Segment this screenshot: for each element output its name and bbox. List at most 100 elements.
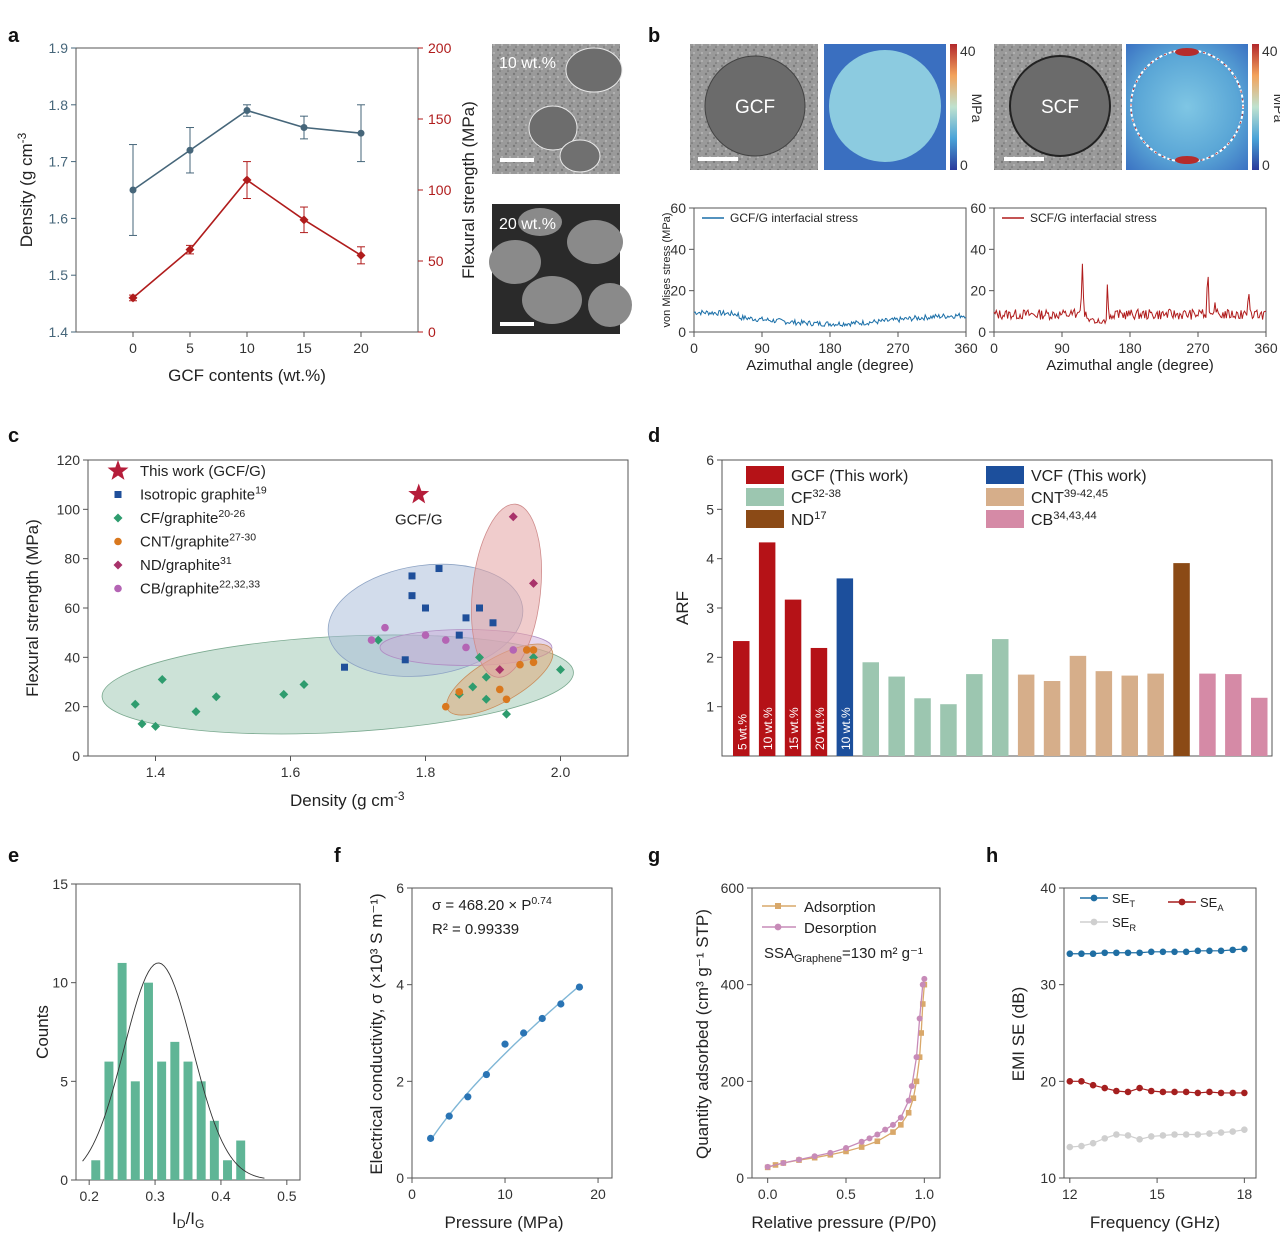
legend-marker-c bbox=[114, 584, 122, 593]
y-tick-label-e: 5 bbox=[60, 1073, 68, 1089]
micrograph-label-scf: SCF bbox=[1041, 97, 1079, 118]
x-tick-label-f: 10 bbox=[497, 1186, 513, 1202]
legend-marker-g bbox=[774, 923, 782, 931]
emi-point-T bbox=[1241, 945, 1248, 953]
emi-point-T bbox=[1066, 950, 1074, 958]
legend-swatch-d bbox=[986, 488, 1024, 506]
legend-swatch-d bbox=[986, 510, 1024, 528]
scatter-point-isotropic-graphite bbox=[489, 619, 497, 627]
scatter-point-isotropic-graphite bbox=[341, 663, 348, 671]
scale-bar bbox=[500, 322, 534, 326]
x-axis-label-b: Azimuthal angle (degree) bbox=[1046, 357, 1214, 374]
bar-label-d: 5 wt.% bbox=[735, 714, 749, 750]
legend-label-b: GCF/G interfacial stress bbox=[730, 211, 858, 225]
x-axis-label-e: ID/IG bbox=[172, 1209, 204, 1231]
fit-equation-f: σ = 468.20 × P0.74 bbox=[432, 895, 552, 914]
emi-point-R bbox=[1136, 1136, 1143, 1143]
micrograph-a-bottom: 20 wt.% bbox=[489, 204, 632, 334]
isotherm-point-desorption bbox=[905, 1097, 912, 1104]
y-tick-label-h: 30 bbox=[1040, 977, 1056, 993]
y-axis-label-e: Counts bbox=[33, 1005, 52, 1059]
y-tick-label-e: 0 bbox=[60, 1172, 68, 1188]
x-tick-label-g: 1.0 bbox=[915, 1186, 935, 1202]
legend-marker-c bbox=[107, 460, 129, 480]
histogram-bar bbox=[236, 1140, 246, 1180]
legend-label-d: CB34,43,44 bbox=[1031, 510, 1097, 529]
isotherm-point-adsorption bbox=[858, 1144, 865, 1150]
scatter-point-cnt-graphite bbox=[502, 695, 511, 704]
colorbar-gcf: 40 0 MPa bbox=[950, 43, 985, 173]
isotherm-point-desorption bbox=[827, 1149, 834, 1156]
scatter-point-cf-graphite bbox=[468, 682, 478, 692]
scatter-point-cb-graphite bbox=[367, 636, 376, 644]
histogram-bar bbox=[196, 1081, 206, 1180]
emi-point-R bbox=[1078, 1142, 1085, 1150]
bar-cf bbox=[992, 639, 1009, 756]
data-point-density bbox=[129, 186, 137, 194]
emi-point-A bbox=[1136, 1084, 1143, 1092]
legend-swatch-d bbox=[746, 466, 784, 484]
emi-point-R bbox=[1182, 1131, 1190, 1138]
colorbar-scf: 40 0 MPa bbox=[1252, 43, 1280, 173]
histogram-bar bbox=[104, 1061, 114, 1180]
ssa-annotation: SSAGraphene=130 m² g⁻¹ bbox=[764, 945, 923, 965]
histogram-bar bbox=[170, 1041, 180, 1180]
isotherm-point-desorption bbox=[796, 1156, 802, 1163]
y-tick-label-b: 60 bbox=[970, 200, 986, 216]
legend-marker-c bbox=[114, 537, 122, 546]
bar-vcf bbox=[836, 578, 854, 756]
y-tick-label-b: 40 bbox=[670, 241, 686, 257]
isotherm-point-desorption bbox=[858, 1138, 865, 1145]
emi-point-T bbox=[1171, 948, 1178, 956]
data-point-conductivity bbox=[575, 983, 584, 991]
y-tick-label-h: 10 bbox=[1040, 1170, 1056, 1186]
emi-point-A bbox=[1089, 1081, 1097, 1089]
y-tick-label-d: 4 bbox=[706, 551, 714, 567]
scatter-point-isotropic-graphite bbox=[476, 604, 483, 612]
isotherm-point-adsorption bbox=[918, 1030, 924, 1036]
x-tick-label-h: 15 bbox=[1149, 1186, 1165, 1202]
emi-point-T bbox=[1229, 946, 1237, 954]
y-tick-label-b: 0 bbox=[978, 324, 986, 340]
legend-label-c: CF/graphite20-26 bbox=[140, 508, 245, 527]
y-tick-label-c: 20 bbox=[64, 699, 80, 715]
scatter-point-cf-graphite bbox=[299, 679, 309, 689]
x-tick-label-a: 20 bbox=[353, 340, 369, 356]
emi-point-T bbox=[1113, 949, 1120, 957]
legend-label-g: Adsorption bbox=[804, 899, 876, 916]
svg-text:0: 0 bbox=[1262, 157, 1270, 173]
scatter-point-isotropic-graphite bbox=[422, 604, 429, 612]
data-point-conductivity bbox=[557, 1000, 565, 1008]
isotherm-point-desorption bbox=[780, 1160, 787, 1167]
y2-tick-label-a: 50 bbox=[428, 253, 444, 269]
emi-point-R bbox=[1217, 1129, 1225, 1136]
y-tick-label-b: 60 bbox=[670, 200, 686, 216]
panel-letter-g: g bbox=[648, 845, 660, 867]
bar-cnt bbox=[1121, 675, 1138, 756]
histogram-bar bbox=[183, 1061, 193, 1180]
svg-text:MPa: MPa bbox=[969, 94, 985, 123]
y-tick-label-c: 100 bbox=[57, 501, 81, 517]
y-tick-label-g: 0 bbox=[736, 1170, 744, 1186]
legend-label-d: CF32-38 bbox=[791, 488, 841, 507]
scatter-point-nd-graphite bbox=[529, 578, 538, 588]
x-axis-label-f: Pressure (MPa) bbox=[444, 1213, 563, 1232]
micrograph-scf: SCF bbox=[994, 44, 1122, 170]
panel-letter-e: e bbox=[8, 845, 19, 867]
bar-cf bbox=[888, 676, 905, 756]
data-point-density bbox=[300, 124, 308, 132]
emi-point-R bbox=[1089, 1139, 1097, 1147]
scatter-point-cf-graphite bbox=[151, 721, 160, 731]
isotherm-point-desorption bbox=[921, 975, 928, 982]
x-tick-label-g: 0.0 bbox=[758, 1186, 778, 1202]
scatter-point-cnt-graphite bbox=[441, 702, 450, 711]
x-tick-label-f: 20 bbox=[590, 1186, 606, 1202]
emi-point-R bbox=[1171, 1131, 1178, 1138]
stress-series-line bbox=[993, 263, 1267, 325]
emi-point-R bbox=[1159, 1132, 1167, 1139]
emi-point-R bbox=[1194, 1131, 1202, 1138]
star-label-gcf: GCF/G bbox=[395, 512, 443, 529]
scatter-point-nd-graphite bbox=[508, 512, 518, 522]
data-point-flexural bbox=[242, 175, 252, 185]
bar-label-d: 10 wt.% bbox=[839, 707, 853, 750]
